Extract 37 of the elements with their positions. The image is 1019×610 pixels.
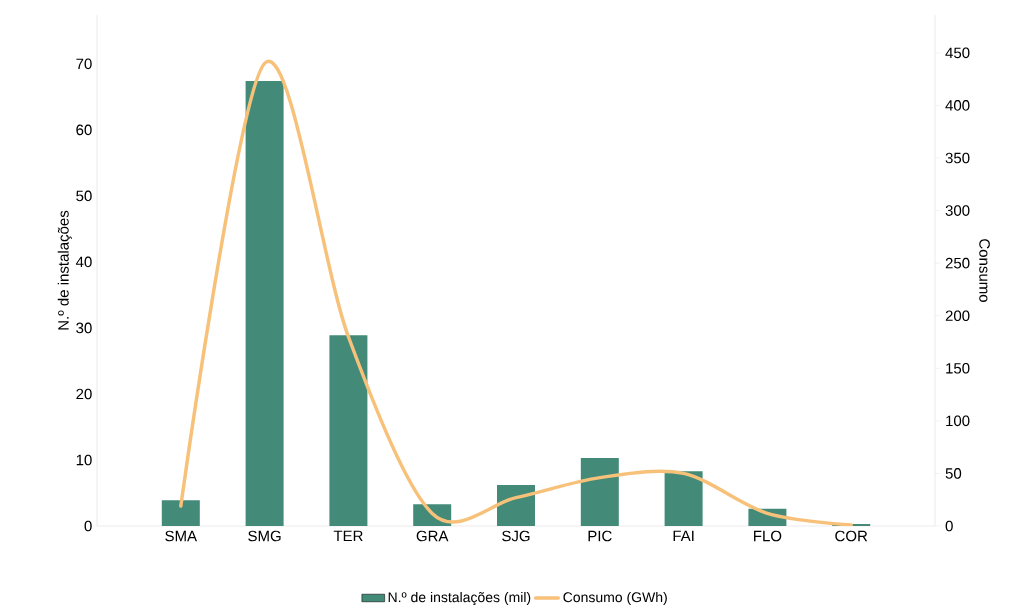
bar [497, 485, 536, 526]
legend-label: N.º de instalações (mil) [388, 591, 531, 606]
bar [245, 81, 284, 526]
y-tick-label: 30 [76, 322, 92, 334]
x-tick-label: SMG [248, 530, 281, 542]
y-tick-label: 50 [76, 190, 92, 202]
y2-tick-label: 150 [946, 362, 970, 374]
legend-label: Consumo (GWh) [563, 591, 667, 605]
x-tick-label: SJG [502, 530, 530, 542]
y-tick-label: 20 [76, 388, 92, 400]
y2-tick-label: 200 [945, 310, 970, 322]
bar [580, 458, 619, 526]
bar [161, 500, 200, 526]
x-tick-label: GRA [416, 530, 449, 542]
bar [664, 471, 703, 526]
y2-tick-label: 0 [945, 520, 953, 532]
x-tick-label: SMA [165, 530, 198, 542]
y2-tick-label: 450 [945, 47, 970, 59]
y2-tick-label: 300 [945, 205, 970, 216]
x-tick-label: FLO [754, 530, 782, 542]
x-tick-label: TER [333, 530, 363, 542]
x-tick-label: PIC [588, 530, 612, 542]
y-tick-label: 10 [76, 454, 92, 466]
y-tick-label: 40 [75, 256, 92, 268]
y-tick-label: 0 [84, 520, 92, 532]
y2-axis-title: Consumo [979, 239, 990, 302]
y-tick-label: 70 [76, 58, 92, 70]
y2-tick-label: 350 [945, 152, 970, 164]
y-tick-label: 60 [76, 124, 92, 136]
y2-tick-label: 250 [945, 257, 970, 269]
x-tick-label: FAI [673, 530, 694, 542]
bar [329, 335, 368, 526]
y2-tick-label: 400 [945, 100, 970, 111]
y-axis-title: N.º de instalações [57, 210, 72, 330]
y2-tick-label: 50 [945, 468, 962, 479]
y2-tick-label: 100 [946, 415, 970, 427]
x-tick-label: COR [835, 530, 868, 542]
